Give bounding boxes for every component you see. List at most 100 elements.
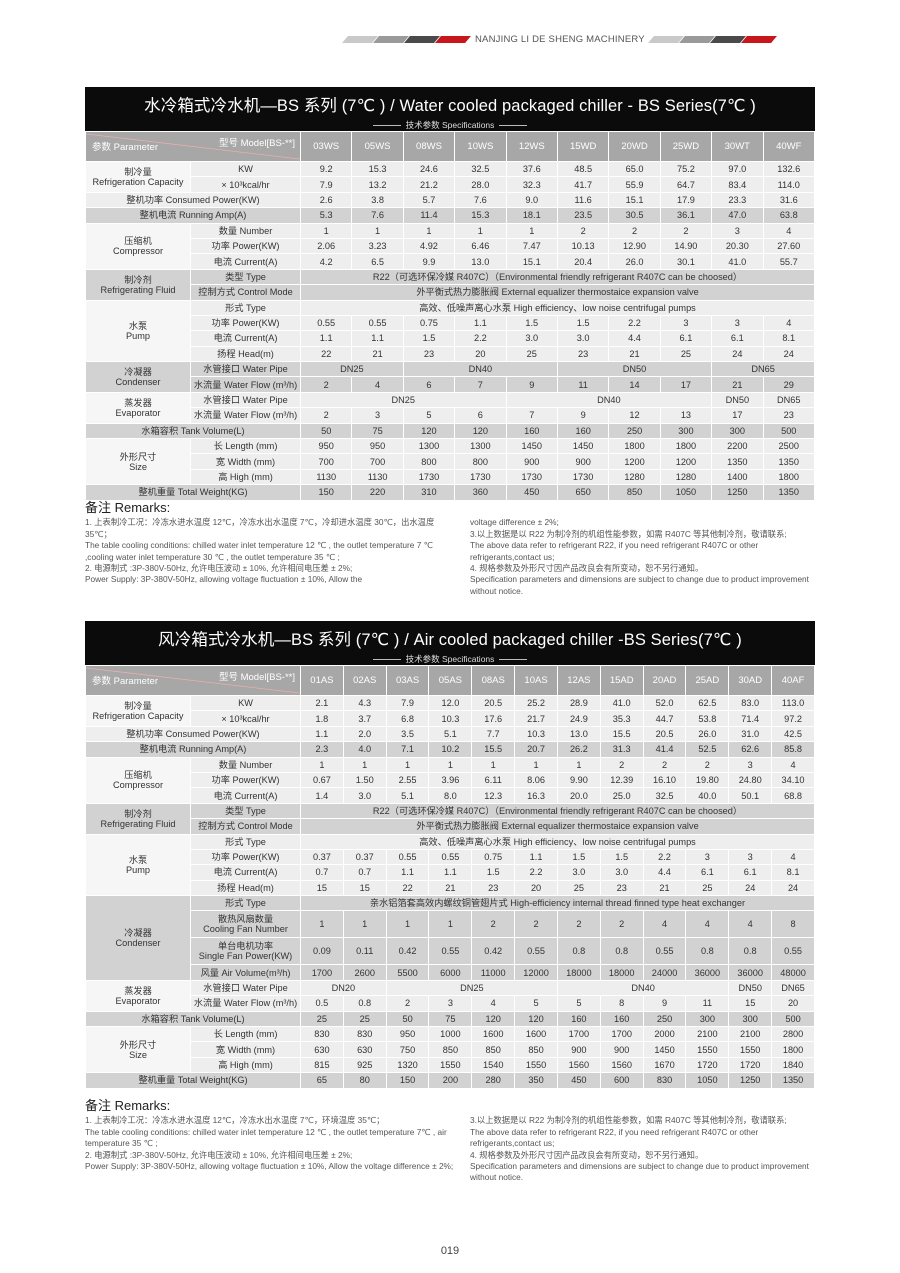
value-cell: 外平衡式热力膨胀阀 External equalizer thermostaic… [300, 818, 815, 835]
value-cell: 1 [300, 756, 344, 773]
brand-header-bar: NANJING LI DE SHENG MACHINERY [342, 33, 815, 45]
value-cell: 1280 [659, 468, 713, 486]
table-row: 电流 Current(A) 1.1 1.1 1.5 2.2 3.0 3.0 4.4 6.1 6.1… [86, 330, 816, 347]
value-cell: 1 [556, 756, 601, 773]
value-cell: DN65 [762, 391, 816, 409]
value-cell: 1550 [428, 1056, 473, 1074]
value-cell: 20 [454, 345, 507, 363]
row-sub-label: 电流 Current(A) [190, 253, 301, 270]
value-cell: 1250 [728, 1072, 773, 1089]
value-cell: 24.6 [402, 160, 456, 178]
value-cell: 75.2 [659, 160, 713, 178]
value-cell: 160 [599, 1010, 644, 1028]
value-cell: 1.1 [300, 725, 344, 743]
model-header: 40WF [762, 131, 816, 162]
row-sub-label: 类型 Type [190, 802, 301, 820]
value-cell: 0.5 [300, 995, 344, 1012]
value-cell: 2200 [711, 438, 764, 455]
value-cell: 16.10 [642, 771, 687, 789]
value-cell: 4 [771, 848, 815, 866]
value-cell: 0.09 [300, 937, 344, 966]
model-header: 01AS [300, 665, 344, 696]
row-group-label: 制冷量 Refrigeration Capacity [85, 161, 191, 193]
value-cell: 250 [642, 1010, 687, 1028]
value-cell: 32.5 [454, 160, 507, 178]
value-cell: 8 [771, 910, 815, 939]
value-cell: 50 [299, 422, 353, 440]
value-cell: 6.1 [728, 864, 773, 881]
value-cell: 300 [685, 1010, 730, 1028]
value-cell: 2.0 [342, 725, 387, 743]
value-cell: 14.90 [659, 237, 713, 255]
table-row: 功率 Power(KW) 2.06 3.23 4.92 6.46 7.47 10.13 12.… [86, 237, 816, 255]
value-cell: 34.10 [771, 771, 815, 789]
value-cell: 4 [771, 756, 815, 773]
value-cell: 3 [711, 314, 764, 332]
value-cell: 120 [471, 1010, 516, 1028]
model-header: 10AS [514, 665, 558, 696]
row-label: 整机电流 Running Amp(A) [85, 207, 301, 224]
model-header: 08AS [471, 665, 516, 696]
row-sub-label: 单台电机功率 Single Fan Power(KW) [190, 937, 301, 966]
value-cell: 21 [351, 345, 404, 363]
value-cell: 2.1 [300, 694, 344, 712]
value-cell: 4.2 [299, 253, 353, 270]
value-cell: 亲水铝箔套高效内螺纹铜管翅片式 High-efficiency internal… [300, 895, 815, 912]
brand-name: NANJING LI DE SHENG MACHINERY [475, 33, 645, 45]
value-cell: 1.8 [300, 710, 344, 727]
row-label: 整机电流 Running Amp(A) [85, 741, 301, 758]
row-sub-label: 风量 Air Volume(m³/h) [190, 964, 301, 981]
table-row: × 10³kcal/hr 7.9 13.2 21.2 28.0 32.3 41.7 55.9 6… [86, 176, 816, 193]
value-cell: 8.06 [514, 771, 558, 789]
value-cell: 600 [599, 1072, 644, 1089]
value-cell: 3.0 [342, 787, 387, 804]
stripe-decoration [435, 35, 471, 43]
value-cell: 3.0 [556, 864, 601, 881]
value-cell: 24 [762, 345, 816, 363]
value-cell: 44.7 [642, 710, 687, 727]
table-row: 制冷剂 Refrigerating Fluid 类型 Type R22（可选环保冷媒… [85, 268, 815, 301]
table-row: 制冷量 Refrigeration Capacity KW 2.1 4.3 7.9 12.… [85, 694, 815, 727]
value-cell: 4 [762, 222, 816, 239]
value-cell: 1.5 [599, 848, 644, 866]
value-cell: 160 [556, 422, 610, 440]
value-cell: 32.5 [642, 787, 687, 804]
value-cell: 1450 [642, 1041, 687, 1058]
value-cell: 22 [299, 345, 353, 363]
table-row: 宽 Width (mm) 700 700 800 800 900 900 1200 1200 13… [86, 453, 816, 470]
table-row: 宽 Width (mm) 630 630 750 850 850 850 900 900 1450… [86, 1041, 815, 1058]
value-cell: 15.3 [454, 207, 507, 224]
value-cell: 41.0 [711, 253, 764, 270]
value-cell: 5 [514, 995, 558, 1012]
value-cell: 1800 [608, 438, 661, 455]
row-sub-label: 数量 Number [190, 222, 301, 239]
value-cell: 1.5 [556, 848, 601, 866]
value-cell: 外平衡式热力膨胀阀 External equalizer thermostaic… [300, 284, 815, 301]
row-sub-label: 控制方式 Control Mode [190, 284, 301, 301]
value-cell: 2800 [771, 1026, 815, 1043]
value-cell: 2 [608, 222, 661, 239]
value-cell: 20.0 [556, 787, 601, 804]
value-cell: 950 [351, 438, 404, 455]
value-cell: 75 [351, 422, 404, 440]
table-row: 水泵 Pump 形式 Type 高效、低噪声离心水泵 High efficiency… [85, 299, 815, 363]
value-cell: 2100 [685, 1026, 730, 1043]
value-cell: 1 [385, 910, 430, 939]
value-cell: 900 [556, 453, 610, 470]
value-cell: 22 [385, 879, 430, 897]
table-row: 散热风扇数量 Cooling Fan Number 1 1 1 1 2 2 2 2 4 4 4 8 [86, 910, 815, 939]
value-cell: 1550 [728, 1041, 773, 1058]
value-cell: 25 [685, 879, 730, 897]
value-cell: 0.7 [300, 864, 344, 881]
value-cell: 30.5 [608, 207, 661, 224]
value-cell: 20 [771, 995, 815, 1012]
value-cell: 64.7 [659, 176, 713, 193]
stripe-decoration [678, 35, 715, 43]
value-cell: 1.1 [385, 864, 430, 881]
value-cell: 1200 [659, 453, 713, 470]
table-row: 整机重量 Total Weight(KG) 150 220 310 360 450 650 8… [85, 484, 816, 501]
value-cell: 4 [351, 376, 404, 393]
row-sub-label: KW [190, 694, 301, 712]
value-cell: 630 [300, 1041, 344, 1058]
value-cell: 24000 [642, 964, 687, 981]
